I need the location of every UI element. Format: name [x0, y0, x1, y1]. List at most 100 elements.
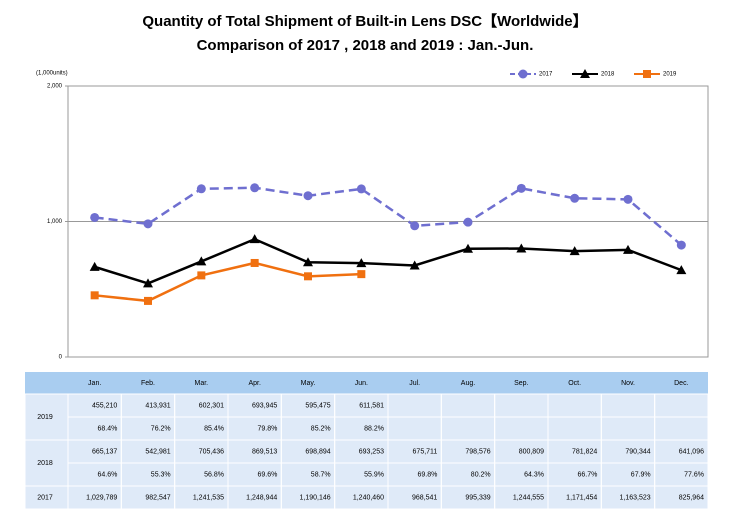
table-cell-ratio: 68.4%: [97, 425, 117, 432]
table-cell-ratio: 69.8%: [417, 471, 437, 478]
table-header-cell: Oct.: [568, 380, 581, 387]
table-row-header: 2017: [37, 494, 53, 501]
point: [197, 271, 206, 280]
point: [357, 270, 366, 279]
table-cell: 1,029,789: [86, 494, 117, 501]
point: [463, 243, 473, 253]
point: [303, 191, 313, 201]
chart-subtitle: Comparison of 2017 , 2018 and 2019 : Jan…: [197, 37, 534, 54]
table-cell-ratio: 58.7%: [311, 471, 331, 478]
table-cell-ratio: 56.8%: [204, 471, 224, 478]
series-line: [94, 186, 683, 247]
table-cell-ratio: 66.7%: [577, 471, 597, 478]
table-cell: 1,171,454: [566, 494, 597, 501]
point: [90, 291, 99, 300]
point: [196, 256, 207, 266]
point: [569, 246, 580, 256]
table-header: [25, 372, 708, 394]
table-cell: 602,301: [199, 402, 224, 409]
table-cell: 542,981: [145, 448, 170, 455]
table-cell: 455,210: [92, 402, 117, 409]
point: [143, 219, 153, 229]
table-cell: 995,339: [465, 494, 490, 501]
table-cell-ratio: 85.4%: [204, 425, 224, 432]
table-cell: 800,809: [519, 448, 544, 455]
point: [463, 217, 473, 227]
point: [90, 212, 100, 222]
table-cell: 790,344: [625, 448, 650, 455]
point: [623, 194, 633, 204]
legend-label: 2018: [601, 72, 615, 78]
table-cell-ratio: 85.2%: [311, 425, 331, 432]
table-cell: 705,436: [199, 448, 224, 455]
y-tick-label: 1,000: [47, 219, 63, 225]
point: [643, 70, 651, 78]
table-cell: 1,244,555: [513, 494, 544, 501]
table-cell-ratio: 64.6%: [97, 471, 117, 478]
point: [303, 257, 313, 267]
table-cell-ratio: 67.9%: [631, 471, 651, 478]
point: [516, 183, 526, 193]
point: [409, 260, 420, 270]
table-header-cell: Jan.: [88, 380, 101, 387]
point: [144, 296, 152, 305]
table-cell-ratio: 88.2%: [364, 425, 384, 432]
table-cell-ratio: 77.6%: [684, 471, 704, 478]
table-cell: 641,096: [679, 448, 704, 455]
point: [196, 184, 206, 194]
y-axis-label: (1,000units): [36, 71, 68, 77]
point: [580, 69, 590, 78]
point: [676, 265, 687, 275]
legend-label: 2019: [663, 72, 677, 78]
point: [250, 258, 259, 267]
table-cell: 1,163,523: [620, 494, 651, 501]
point: [516, 243, 527, 253]
table-row-header: 2018: [37, 460, 53, 467]
point: [570, 193, 580, 203]
series-line: [94, 237, 682, 285]
table-row-header: 2019: [37, 414, 53, 421]
table-header-cell: Feb.: [141, 380, 155, 387]
point: [356, 184, 366, 194]
table-cell: 1,248,944: [246, 494, 277, 501]
table-cell: 968,541: [412, 494, 437, 501]
table-header-cell: Dec.: [674, 380, 688, 387]
table-cell-ratio: 69.6%: [257, 471, 277, 478]
table-cell: 665,137: [92, 448, 117, 455]
table-cell-ratio: 79.8%: [257, 425, 277, 432]
table-header-cell: Jun.: [355, 380, 368, 387]
table-cell-ratio: 80.2%: [471, 471, 491, 478]
table-cell: 595,475: [305, 402, 330, 409]
point: [410, 221, 420, 231]
table-header-cell: Jul.: [409, 380, 420, 387]
table-cell: 869,513: [252, 448, 277, 455]
table-cell-ratio: 55.9%: [364, 471, 384, 478]
legend-label: 2017: [539, 72, 553, 78]
table-cell: 698,894: [305, 448, 330, 455]
table-cell: 675,711: [413, 448, 438, 455]
chart-title: Quantity of Total Shipment of Built-in L…: [142, 12, 587, 30]
table-header-cell: Nov.: [621, 380, 635, 387]
point: [304, 272, 312, 281]
table-cell: 413,931: [145, 402, 170, 409]
point: [249, 234, 260, 244]
point: [356, 258, 367, 268]
table-header-cell: May.: [301, 380, 316, 387]
point: [89, 261, 100, 271]
point: [250, 183, 260, 193]
table-cell-bg: [654, 485, 709, 510]
table-cell-ratio: 64.3%: [524, 471, 544, 478]
table-cell: 611,581: [359, 402, 384, 409]
table-cell: 825,964: [679, 494, 704, 501]
table-cell: 1,240,460: [353, 494, 384, 501]
table-header-cell: Aug.: [461, 380, 475, 387]
table-header-cell: Apr.: [248, 380, 261, 387]
table-cell: 693,945: [252, 402, 277, 409]
table-cell-ratio: 76.2%: [151, 425, 171, 432]
table-cell: 1,190,146: [300, 494, 331, 501]
table-cell: 693,253: [359, 448, 384, 455]
point: [623, 244, 633, 254]
table-cell-ratio: 55.3%: [151, 471, 171, 478]
y-tick-label: 2,000: [47, 84, 63, 90]
